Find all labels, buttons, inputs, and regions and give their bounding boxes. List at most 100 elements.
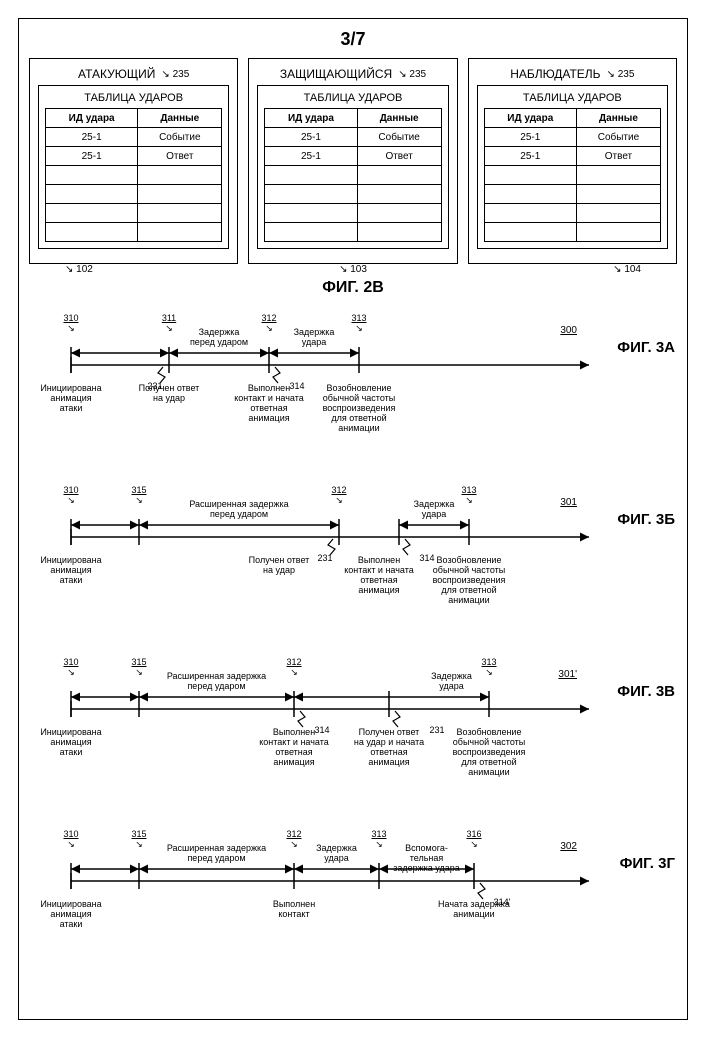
timeline-labels: Расширенная задержкаперед ударомЗадержка… [29,481,677,631]
hit-table-header: ИД удара [265,109,357,128]
figure-caption: ФИГ. 3Б [617,511,675,528]
hit-table-cell [46,185,138,204]
figure-caption: ФИГ. 3В [617,683,675,700]
table-row [265,204,441,223]
fig2v-row: АТАКУЮЩИЙ↘ 235ТАБЛИЦА УДАРОВИД удараДанн… [29,58,677,264]
hit-table-cell [484,223,576,242]
hit-table: ИД удараДанные25-1Событие25-1Ответ [45,108,222,242]
hit-table-cell [357,223,441,242]
table-row: 25-1Событие [46,128,222,147]
tick-lead: 311↘ [151,313,187,333]
zig-ref: 314 [283,381,311,391]
hit-table-cell [357,166,441,185]
tick-lead: 310↘ [53,485,89,505]
tick-lead: 316↘ [456,829,492,849]
tick-below-label: Инициированаанимацияатаки [21,899,121,929]
tick-below-label: Возобновлениеобычной частотывоспроизведе… [309,383,409,433]
tick-lead: 312↘ [276,657,312,677]
hit-table-cell [576,185,660,204]
tick-lead: 315↘ [121,829,157,849]
page-sheet: 3/7 АТАКУЮЩИЙ ↘ 235 ТАБЛИЦА УДАРОВ ИД удара… [18,18,688,1020]
table-row [265,185,441,204]
zig-ref: 231 [141,381,169,391]
hit-table-cell: Событие [576,128,660,147]
card-ref: ↘ 104 [613,264,641,275]
hit-table-cell: 25-1 [46,147,138,166]
hit-table-caption: ТАБЛИЦА УДАРОВ [484,92,661,104]
hit-table-card: АТАКУЮЩИЙ ↘ 235 ТАБЛИЦА УДАРОВ ИД удараДанн… [29,58,238,264]
tick-lead: 310↘ [53,829,89,849]
hit-table-cell [265,223,357,242]
hit-table-caption: ТАБЛИЦА УДАРОВ [45,92,222,104]
hit-table-wrap: ТАБЛИЦА УДАРОВ ИД удараДанные25-1Событие2… [257,85,448,249]
tick-below-label: Инициированаанимацияатаки [21,555,121,585]
hit-table: ИД удараДанные25-1Событие25-1Ответ [264,108,441,242]
hit-table-cell [576,166,660,185]
lead-ref: ↘ 235 [607,69,635,80]
zig-ref: 314 [308,725,336,735]
figure-caption: ФИГ. 3А [617,339,675,356]
hit-table-cell: Ответ [357,147,441,166]
hit-table-caption: ТАБЛИЦА УДАРОВ [264,92,441,104]
fig3a-block: Задержкаперед ударомЗадержкаудара310↘Ини… [29,309,677,459]
page-number: 3/7 [29,29,677,50]
hit-table-cell: Ответ [138,147,222,166]
timeline-labels: Расширенная задержкаперед ударомЗадержка… [29,825,677,975]
timeline-labels: Задержкаперед ударомЗадержкаудара310↘Ини… [29,309,677,459]
tick-below-label: Инициированаанимацияатаки [21,727,121,757]
tick-lead: 313↘ [471,657,507,677]
series-ref: 301' [558,669,577,680]
hit-table-cell [357,185,441,204]
tick-lead: 313↘ [341,313,377,333]
table-row [265,223,441,242]
hit-table-cell [46,204,138,223]
table-row [484,223,660,242]
hit-table-cell [484,185,576,204]
hit-table-cell [357,204,441,223]
table-row: 25-1Ответ [265,147,441,166]
hit-table-cell [46,166,138,185]
tick-lead: 315↘ [121,485,157,505]
hit-table-cell: 25-1 [46,128,138,147]
hit-table-wrap: ТАБЛИЦА УДАРОВ ИД удараДанные25-1Событие2… [477,85,668,249]
hit-table-cell: Ответ [576,147,660,166]
hit-table-cell [265,166,357,185]
table-row: 25-1Событие [484,128,660,147]
series-ref: 302 [560,841,577,852]
card-title: АТАКУЮЩИЙ [78,67,155,81]
hit-table-cell [484,204,576,223]
tick-below-label: Возобновлениеобычной частотывоспроизведе… [419,555,519,605]
hit-table-cell [576,223,660,242]
table-row [46,204,222,223]
table-row [484,166,660,185]
hit-table-cell [138,185,222,204]
table-row [46,185,222,204]
tick-below-label: Получен ответна удар [119,383,219,403]
table-row [265,166,441,185]
card-ref: ↘ 103 [339,264,367,275]
series-ref: 301 [560,497,577,508]
fig2v-caption: ФИГ. 2В [29,279,677,297]
hit-table-card: ЗАЩИЩАЮЩИЙСЯ↘ 235ТАБЛИЦА УДАРОВИД удараД… [248,58,457,264]
tick-lead: 313↘ [451,485,487,505]
hit-table-cell [265,204,357,223]
tick-lead: 312↘ [321,485,357,505]
hit-table-cell: Событие [138,128,222,147]
span-label: Расширенная задержкаперед ударом [167,671,267,691]
fig3v-block: Расширенная задержкаперед ударомЗадержка… [29,653,677,803]
hit-table: ИД удараДанные25-1Событие25-1Ответ [484,108,661,242]
hit-table-cell [46,223,138,242]
hit-table-header: Данные [576,109,660,128]
hit-table-cell [484,166,576,185]
hit-table-cell: 25-1 [265,147,357,166]
hit-table-card: НАБЛЮДАТЕЛЬ↘ 235ТАБЛИЦА УДАРОВИД удараДа… [468,58,677,264]
tick-below-label: Возобновлениеобычной частотывоспроизведе… [439,727,539,777]
lead-ref: ↘ 235 [161,69,189,80]
fig3g-block: Расширенная задержкаперед ударомЗадержка… [29,825,677,975]
span-label: Расширенная задержкаперед ударом [167,843,267,863]
table-row: 25-1Событие [265,128,441,147]
table-row [46,223,222,242]
hit-table-cell: 25-1 [265,128,357,147]
hit-table-header: ИД удара [484,109,576,128]
tick-lead: 312↘ [276,829,312,849]
